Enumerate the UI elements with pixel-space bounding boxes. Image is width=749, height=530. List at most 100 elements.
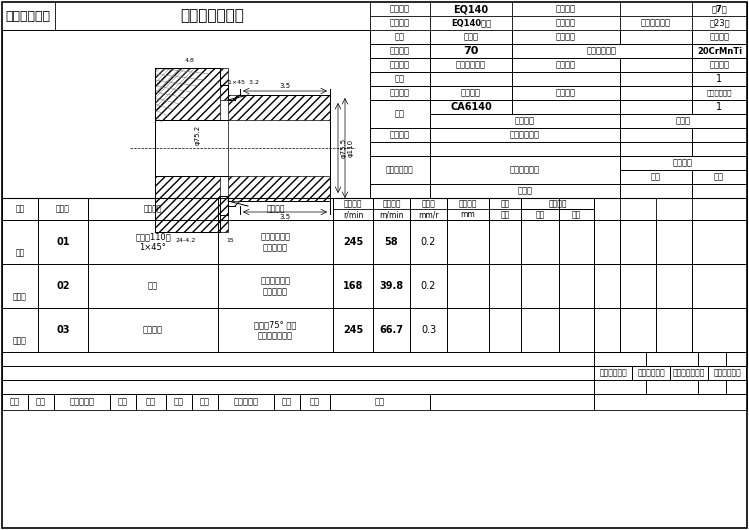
Text: 4.8: 4.8 — [185, 57, 195, 63]
Bar — [594, 264, 747, 308]
Text: 产品型号: 产品型号 — [390, 4, 410, 13]
Bar — [218, 220, 333, 264]
Text: 工位器具名称: 工位器具名称 — [510, 165, 540, 174]
Text: 24-4.2: 24-4.2 — [176, 237, 196, 243]
Bar — [300, 394, 330, 410]
Text: 毛坯种类: 毛坯种类 — [390, 60, 410, 69]
Bar — [594, 352, 747, 366]
Bar — [512, 86, 620, 100]
Text: 更改文件号: 更改文件号 — [234, 398, 258, 407]
Bar — [692, 170, 747, 184]
Bar — [370, 100, 430, 128]
Bar — [698, 352, 726, 366]
Text: φ75.2: φ75.2 — [195, 125, 201, 145]
Bar — [692, 142, 747, 156]
Text: 0.2: 0.2 — [421, 281, 436, 291]
Bar — [370, 44, 430, 58]
Text: 第7页: 第7页 — [712, 4, 727, 13]
Bar — [594, 308, 620, 352]
Text: 每台件数: 每台件数 — [709, 60, 730, 69]
Bar — [370, 128, 430, 142]
Bar — [594, 380, 646, 394]
Bar — [2, 220, 38, 264]
Text: 39.8: 39.8 — [380, 281, 404, 291]
Bar — [38, 198, 88, 220]
Text: 车间: 车间 — [395, 32, 405, 41]
Polygon shape — [228, 176, 330, 201]
Text: 工序号: 工序号 — [464, 32, 479, 41]
Bar — [620, 100, 692, 114]
Bar — [620, 72, 692, 86]
Text: 单件: 单件 — [651, 172, 661, 181]
Bar — [670, 366, 708, 380]
Text: 工艺装备: 工艺装备 — [266, 205, 285, 214]
Bar — [430, 72, 512, 86]
Text: 夹具名称: 夹具名称 — [515, 117, 535, 126]
Text: 四川理工学院: 四川理工学院 — [5, 10, 50, 22]
Bar — [370, 156, 430, 184]
Text: 会签（日期）: 会签（日期） — [713, 368, 741, 377]
Text: 材料牌号: 材料牌号 — [709, 32, 730, 41]
Bar — [218, 198, 333, 220]
Text: 夹具编号: 夹具编号 — [390, 130, 410, 139]
Text: 切削速度
m/min: 切削速度 m/min — [379, 199, 404, 219]
Bar — [620, 308, 656, 352]
Bar — [410, 220, 447, 264]
Bar — [447, 220, 489, 264]
Bar — [136, 394, 166, 410]
Bar — [559, 308, 594, 352]
Bar — [632, 366, 670, 380]
Text: 1×45  3.2: 1×45 3.2 — [228, 81, 258, 85]
Bar — [512, 30, 620, 44]
Bar — [656, 264, 692, 308]
Text: 车端面，切槽: 车端面，切槽 — [587, 47, 617, 56]
Polygon shape — [155, 68, 220, 120]
Text: EQ140: EQ140 — [453, 4, 488, 14]
Bar — [430, 142, 620, 156]
Text: 标记: 标记 — [174, 398, 184, 407]
Text: 更改文件号: 更改文件号 — [70, 398, 94, 407]
Text: φ110: φ110 — [348, 139, 354, 157]
Bar — [373, 198, 410, 220]
Bar — [333, 308, 373, 352]
Bar — [656, 220, 692, 264]
Text: 日期: 日期 — [310, 398, 320, 407]
Bar — [88, 308, 218, 352]
Bar — [726, 380, 747, 394]
Bar — [88, 198, 218, 220]
Bar — [430, 30, 512, 44]
Bar — [656, 308, 692, 352]
Text: 58: 58 — [385, 237, 398, 247]
Text: 标记: 标记 — [10, 398, 20, 407]
Text: 3.5: 3.5 — [279, 83, 291, 89]
Polygon shape — [228, 95, 330, 120]
Text: 设备型号: 设备型号 — [461, 89, 481, 98]
Bar — [447, 264, 489, 308]
Bar — [698, 380, 726, 394]
Bar — [430, 114, 620, 128]
Polygon shape — [220, 68, 228, 100]
Bar — [559, 264, 594, 308]
Bar — [370, 184, 430, 198]
Text: 245: 245 — [343, 237, 363, 247]
Text: 车小外圆: 车小外圆 — [143, 325, 163, 334]
Bar — [594, 394, 747, 410]
Bar — [110, 394, 136, 410]
Bar — [594, 264, 620, 308]
Bar — [218, 264, 333, 308]
Polygon shape — [155, 120, 228, 176]
Bar — [708, 366, 746, 380]
Bar — [692, 220, 747, 264]
Bar — [594, 220, 620, 264]
Text: EQ140汽车: EQ140汽车 — [451, 19, 491, 28]
Text: 处数: 处数 — [36, 398, 46, 407]
Text: 零件图号: 零件图号 — [556, 4, 576, 13]
Text: 0.2: 0.2 — [421, 237, 436, 247]
Bar — [38, 264, 88, 308]
Text: 工件箱: 工件箱 — [518, 187, 533, 196]
Bar — [192, 394, 218, 410]
Bar — [692, 30, 747, 44]
Bar — [559, 209, 594, 220]
Bar — [521, 264, 559, 308]
Bar — [333, 264, 373, 308]
